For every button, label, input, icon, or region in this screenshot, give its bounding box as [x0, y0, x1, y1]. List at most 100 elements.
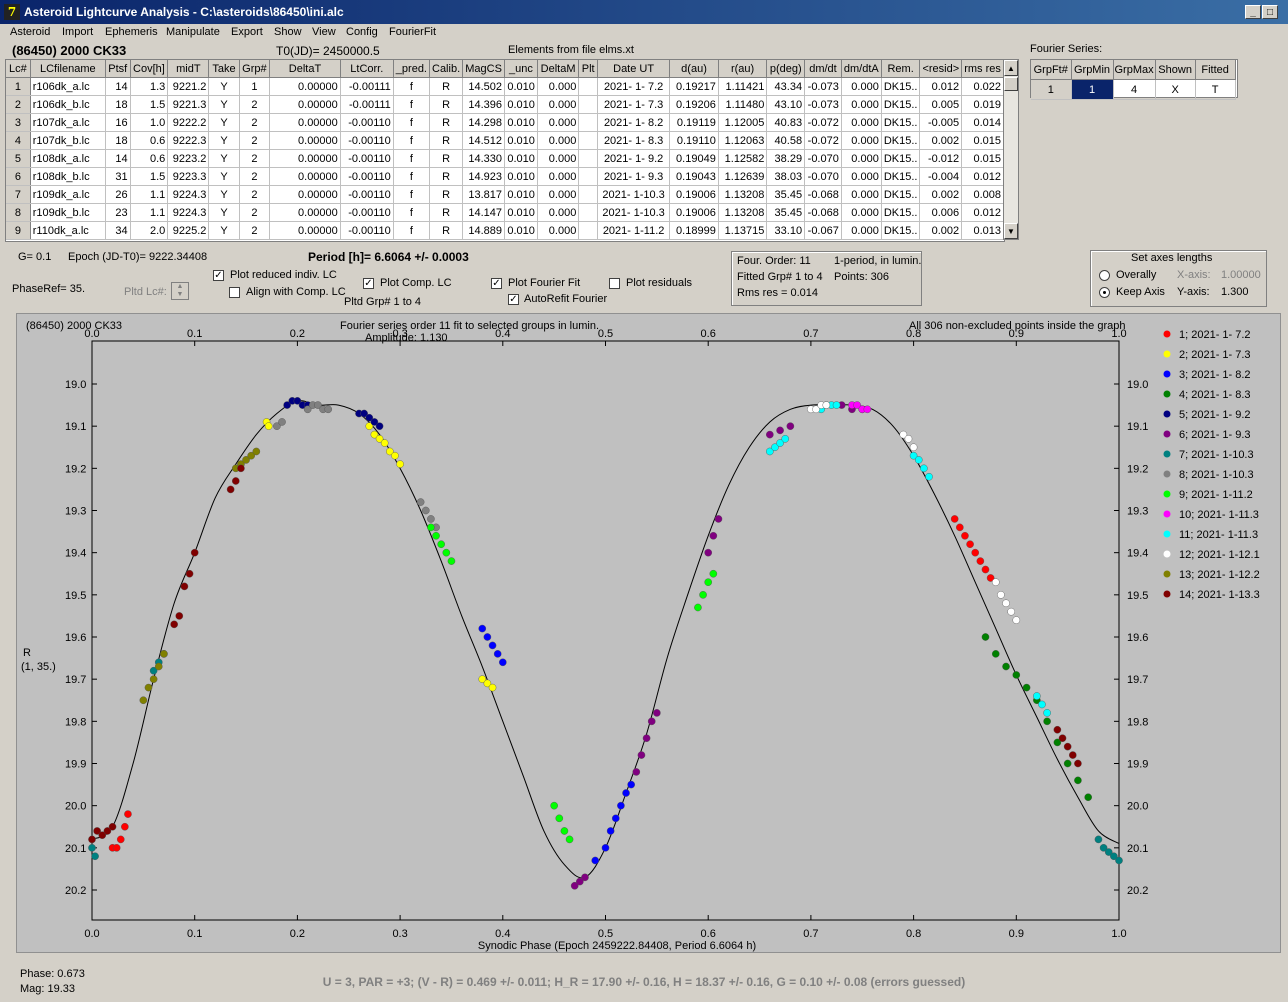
data-point[interactable] [776, 439, 784, 447]
table-cell[interactable]: 2021- 1- 9.2 [597, 149, 671, 168]
align-comp-checkbox[interactable] [229, 287, 240, 298]
data-point[interactable] [1058, 734, 1067, 743]
data-point[interactable] [699, 591, 707, 599]
y-axis-value[interactable]: 1.300 [1221, 286, 1249, 298]
menu-ephemeris[interactable]: Ephemeris [105, 26, 158, 38]
table-cell[interactable]: -0.072 [804, 131, 842, 150]
table-cell[interactable]: 0.19217 [669, 77, 719, 96]
table-cell[interactable]: 0.00000 [269, 203, 341, 222]
table-cell[interactable] [578, 185, 598, 204]
table-cell[interactable]: -0.012 [919, 149, 963, 168]
table-cell[interactable]: 0.000 [841, 221, 882, 240]
column-header[interactable]: LtCorr. [340, 60, 394, 78]
table-cell[interactable]: r108dk_b.lc [30, 167, 106, 186]
table-cell[interactable]: R [429, 131, 464, 150]
table-cell[interactable]: 2021- 1-11.2 [597, 221, 671, 240]
data-point[interactable] [185, 569, 194, 578]
data-point[interactable] [386, 447, 394, 456]
data-point[interactable] [570, 881, 579, 890]
data-point[interactable] [601, 844, 610, 852]
data-point[interactable] [591, 856, 600, 865]
table-cell[interactable]: 0.000 [537, 131, 580, 150]
data-point[interactable] [956, 523, 964, 532]
table-cell[interactable]: 0.000 [537, 113, 580, 132]
minimize-button[interactable]: _ [1245, 5, 1261, 19]
data-point[interactable] [175, 612, 184, 620]
table-cell[interactable]: Y [208, 185, 240, 204]
table-cell[interactable]: 0.010 [504, 95, 538, 114]
table-cell[interactable]: 35.45 [766, 185, 806, 204]
data-point[interactable] [1033, 692, 1041, 700]
table-cell[interactable]: 14.502 [462, 77, 506, 96]
table-cell[interactable]: 0.00000 [269, 113, 341, 132]
data-point[interactable] [1074, 776, 1082, 785]
table-cell[interactable]: 0.010 [504, 149, 538, 168]
table-cell[interactable]: r106dk_b.lc [30, 95, 106, 114]
data-point[interactable] [776, 426, 784, 435]
data-point[interactable] [714, 515, 723, 523]
data-point[interactable] [555, 814, 564, 823]
table-row[interactable]: 6 r108dk_b.lc 31 1.5 9223.3 Y 2 0.00000 -0.00110… [6, 167, 1004, 186]
table-cell[interactable]: 2021- 1- 7.3 [597, 95, 671, 114]
column-header[interactable]: DeltaT [269, 60, 341, 78]
table-cell[interactable]: 38.03 [766, 167, 806, 186]
table-cell[interactable]: 38.29 [766, 149, 806, 168]
menu-fourierfit[interactable]: FourierFit [389, 26, 437, 38]
table-cell[interactable]: -0.00110 [340, 185, 394, 204]
column-header[interactable]: DeltaM [537, 60, 580, 78]
data-point[interactable] [704, 578, 713, 586]
column-header[interactable]: _pred. [393, 60, 431, 78]
row-number[interactable]: 8 [6, 203, 31, 222]
data-point[interactable] [488, 641, 497, 650]
column-header[interactable]: MagCS [462, 60, 506, 78]
table-cell[interactable]: DK15.. [881, 185, 921, 204]
table-cell[interactable]: 1.0 [130, 113, 169, 132]
table-cell[interactable]: 0.010 [504, 131, 538, 150]
table-cell[interactable] [578, 131, 598, 150]
column-header[interactable]: rms res [961, 60, 1004, 78]
data-point[interactable] [314, 401, 322, 409]
data-point[interactable] [771, 443, 779, 452]
table-cell[interactable]: 0.19006 [669, 185, 719, 204]
table-cell[interactable] [578, 77, 598, 96]
data-point[interactable] [483, 679, 492, 688]
table-cell[interactable]: -0.00110 [340, 203, 394, 222]
table-cell[interactable]: f [393, 167, 431, 186]
scroll-down-icon[interactable]: ▼ [1004, 223, 1018, 239]
data-point[interactable] [1022, 683, 1031, 692]
data-point[interactable] [1063, 742, 1072, 751]
data-point[interactable] [1002, 662, 1010, 671]
data-point[interactable] [822, 401, 831, 409]
data-point[interactable] [1110, 852, 1118, 861]
table-cell[interactable]: 0.6 [130, 149, 169, 168]
table-cell[interactable]: -0.004 [919, 167, 963, 186]
data-point[interactable] [283, 401, 291, 409]
table-cell[interactable]: 0.00000 [269, 167, 341, 186]
data-point[interactable] [904, 435, 913, 443]
data-point[interactable] [914, 456, 923, 464]
table-cell[interactable]: 2 [239, 149, 271, 168]
table-cell[interactable]: -0.070 [804, 167, 842, 186]
table-cell[interactable]: 14.330 [462, 149, 506, 168]
table-cell[interactable]: 2 [239, 221, 271, 240]
data-point[interactable] [483, 633, 492, 641]
data-point[interactable] [370, 418, 379, 426]
menu-import[interactable]: Import [62, 26, 94, 38]
plot-area[interactable]: 0.0 0.0 0.1 0.1 0.2 0.2 0.3 0.3 0.4 0.4 0.5 0.5 0.6 0… [17, 314, 1280, 952]
data-point[interactable] [1007, 607, 1015, 616]
data-point[interactable] [961, 531, 969, 540]
column-header[interactable]: Ptsf [105, 60, 131, 78]
maximize-button[interactable]: □ [1262, 5, 1278, 19]
table-row[interactable]: 4 r107dk_b.lc 18 0.6 9222.3 Y 2 0.00000 -0.00110… [6, 131, 1004, 150]
data-point[interactable] [950, 515, 959, 523]
column-header[interactable]: Calib. [429, 60, 464, 78]
table-cell[interactable]: 14 [105, 77, 131, 96]
table-cell[interactable]: 0.000 [537, 95, 580, 114]
data-point[interactable] [1043, 709, 1051, 717]
table-cell[interactable]: R [429, 113, 464, 132]
data-point[interactable] [226, 485, 235, 494]
column-header[interactable]: Date UT [597, 60, 671, 78]
table-cell[interactable]: f [393, 203, 431, 222]
table-cell[interactable]: -0.00110 [340, 149, 394, 168]
data-point[interactable] [442, 548, 451, 557]
